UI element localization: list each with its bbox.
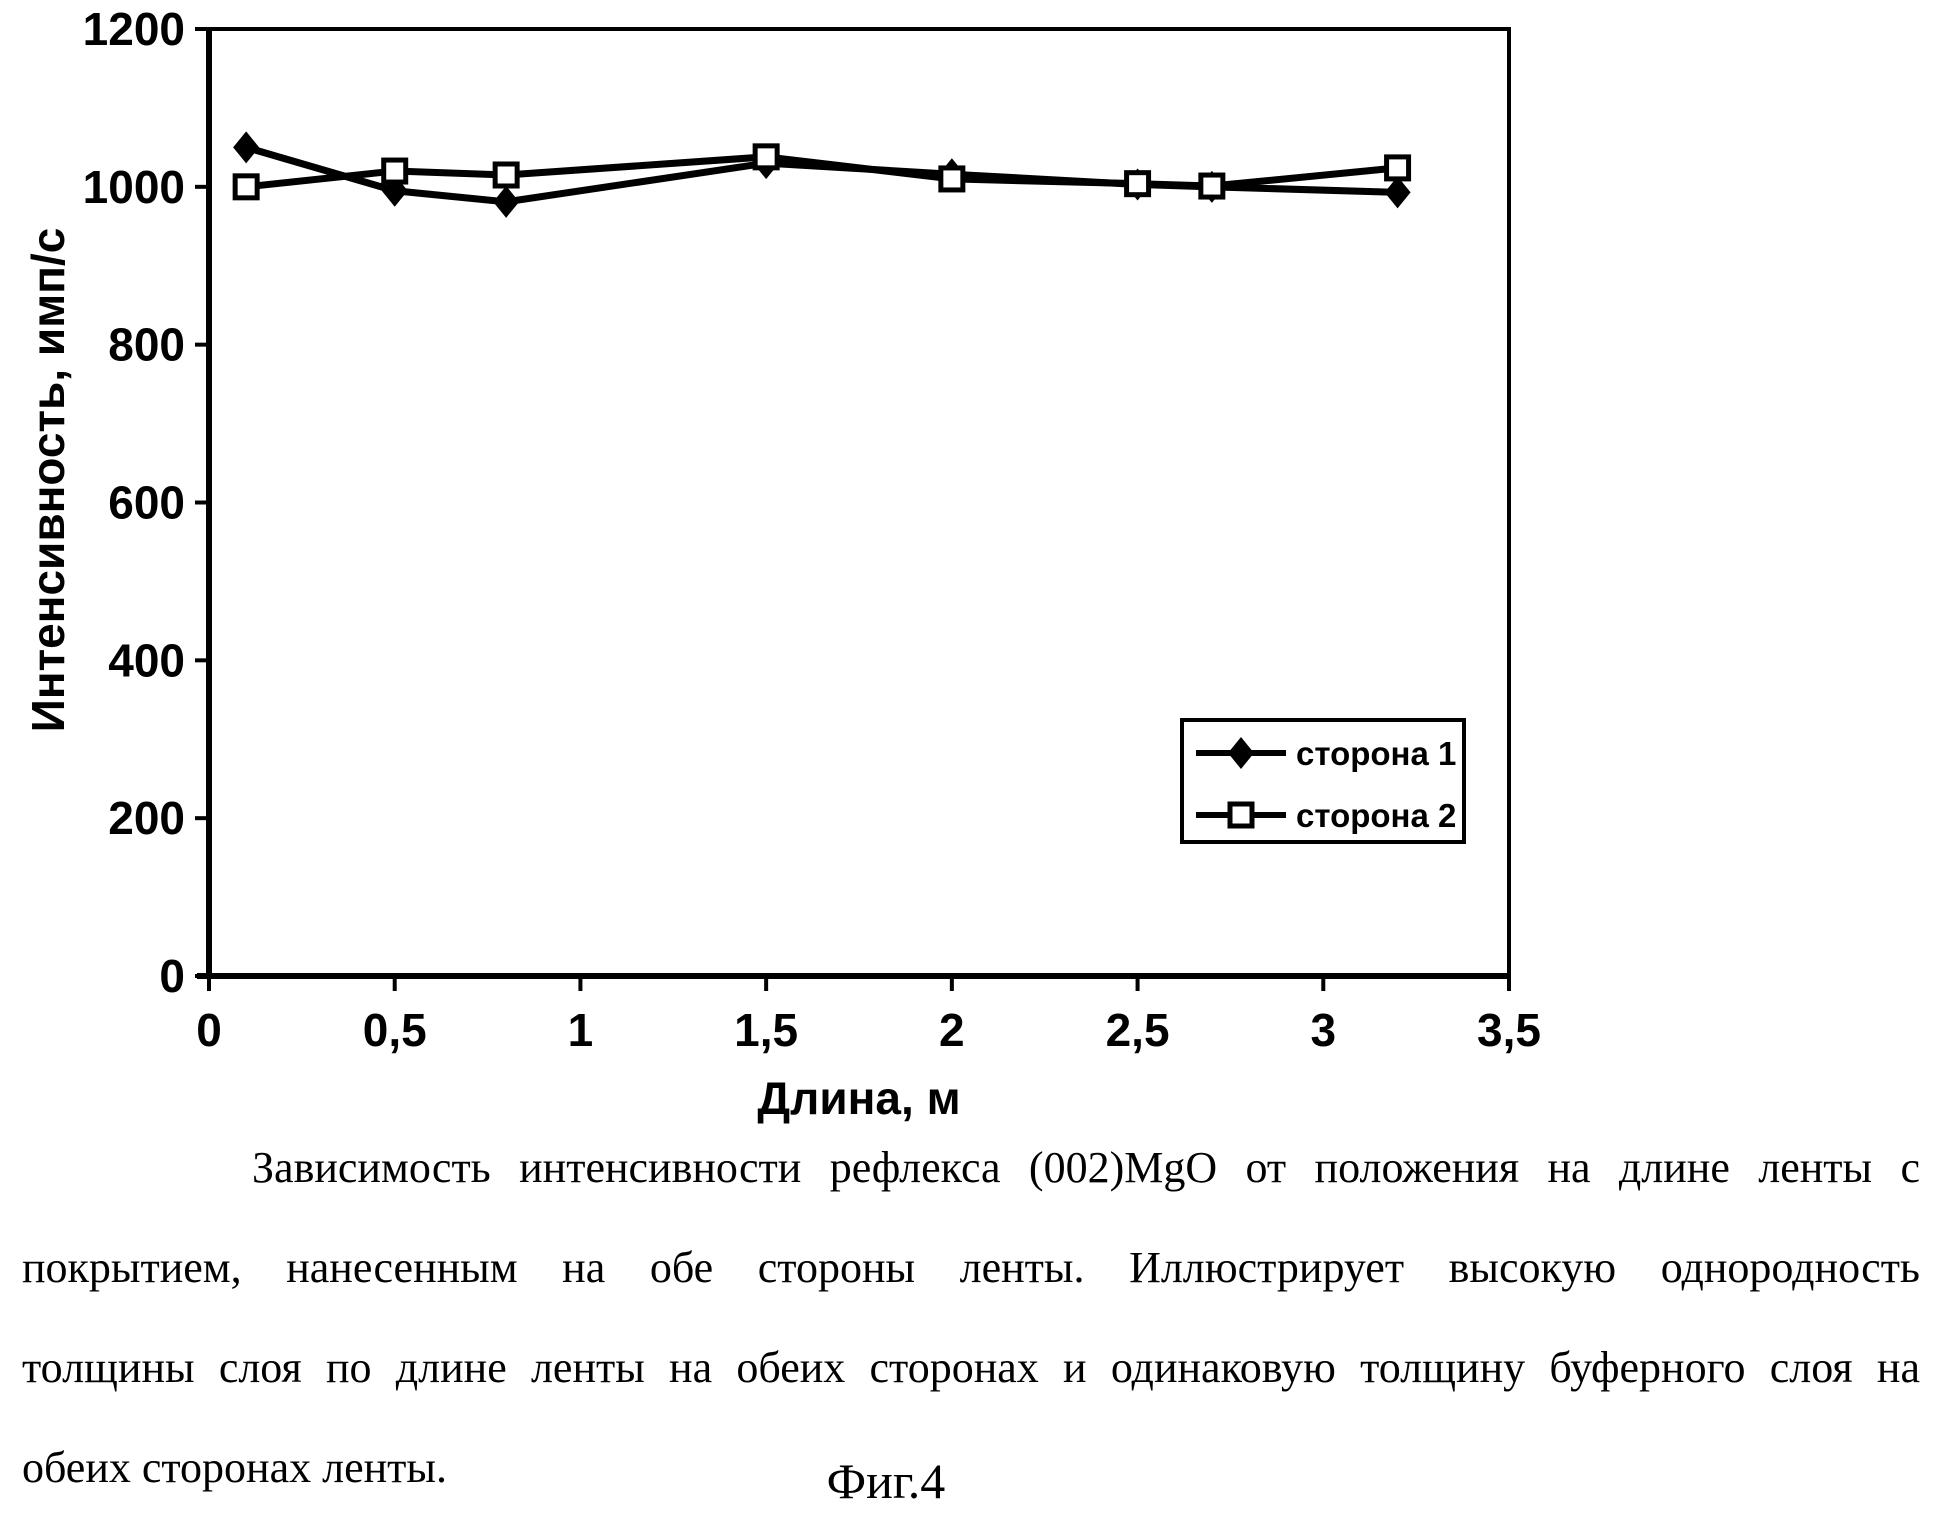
square-marker bbox=[492, 161, 520, 189]
legend-label: сторона 1 bbox=[1296, 735, 1456, 772]
x-tick-label: 0 bbox=[196, 1004, 222, 1056]
square-marker bbox=[752, 143, 780, 171]
x-axis-title: Длина, м bbox=[757, 1072, 960, 1124]
caption-line-3: толщины слоя по длине ленты на обеих сто… bbox=[22, 1343, 1920, 1392]
square-marker bbox=[1124, 170, 1152, 198]
y-tick-label: 1200 bbox=[83, 3, 185, 55]
diamond-marker bbox=[1228, 737, 1254, 769]
caption-line-1: Зависимость интенсивности рефлекса (002)… bbox=[252, 1143, 1920, 1192]
x-tick-label: 0,5 bbox=[363, 1004, 427, 1056]
legend-label: сторона 2 bbox=[1296, 797, 1456, 834]
x-tick-label: 2 bbox=[939, 1004, 965, 1056]
square-marker bbox=[381, 157, 409, 185]
square-marker bbox=[1198, 172, 1226, 200]
x-tick-label: 3,5 bbox=[1477, 1004, 1541, 1056]
square-marker bbox=[938, 165, 966, 193]
diamond-marker bbox=[233, 131, 260, 164]
figure-number: Фиг.4 bbox=[826, 1453, 946, 1509]
caption-line-2: покрытием, нанесенным на обе стороны лен… bbox=[22, 1243, 1920, 1292]
diamond-marker bbox=[1384, 176, 1411, 209]
figure-caption: Зависимость интенсивности рефлекса (002)… bbox=[22, 1118, 1920, 1518]
caption-line-4: обеих сторонах ленты. bbox=[22, 1443, 447, 1492]
square-marker bbox=[1227, 801, 1255, 829]
square-marker bbox=[232, 173, 260, 201]
x-tick-label: 3 bbox=[1310, 1004, 1336, 1056]
diamond-marker bbox=[493, 185, 520, 218]
y-tick-label: 0 bbox=[159, 950, 185, 1002]
y-tick-label: 200 bbox=[108, 792, 185, 844]
chart-area: 0 200 400 600 800 1000 1200 0 0,5 1 1,5 2 2,5 3 3,5 Дли… bbox=[22, 3, 1541, 1124]
x-tick-label: 1 bbox=[568, 1004, 594, 1056]
y-tick-label: 1000 bbox=[83, 161, 185, 213]
intensity-vs-length-chart: 0 200 400 600 800 1000 1200 0 0,5 1 1,5 2 2,5 3 3,5 Дли… bbox=[22, 3, 1541, 1124]
y-axis-title: Интенсивность, имп/с bbox=[22, 228, 74, 733]
y-tick-label: 800 bbox=[108, 319, 185, 371]
x-tick-label: 2,5 bbox=[1106, 1004, 1170, 1056]
y-tick-label: 400 bbox=[108, 634, 185, 686]
x-tick-label: 1,5 bbox=[734, 1004, 798, 1056]
y-tick-label: 600 bbox=[108, 477, 185, 529]
square-marker bbox=[1384, 154, 1412, 182]
